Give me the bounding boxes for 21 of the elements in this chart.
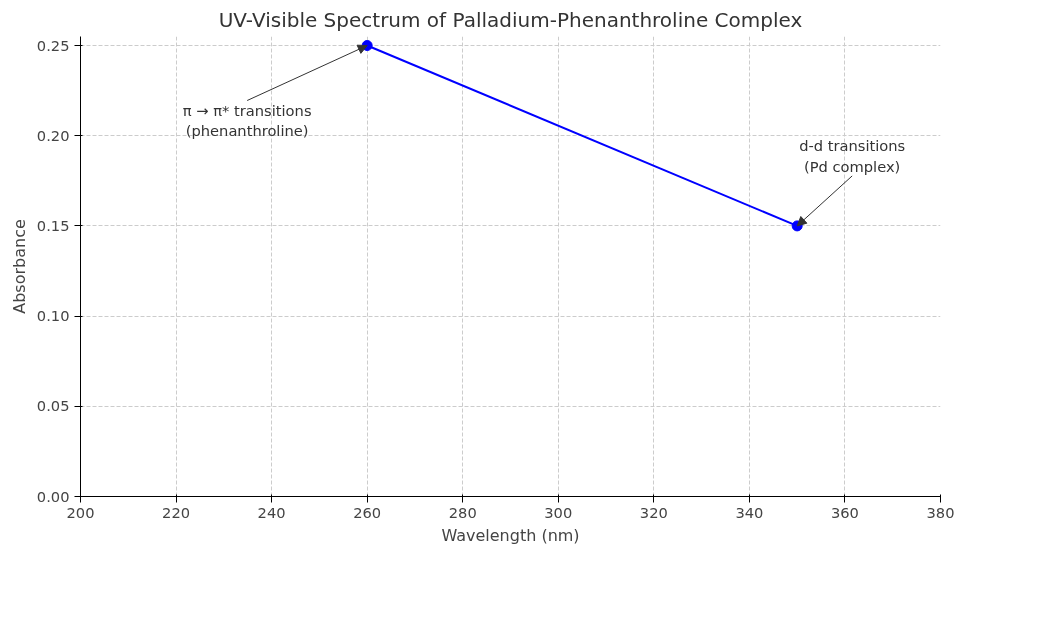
x-tick-label: 200 xyxy=(66,503,95,521)
x-tick-label: 320 xyxy=(639,503,668,521)
annotation: d-d transitions (Pd complex) xyxy=(799,137,906,175)
x-tick-label: 360 xyxy=(830,503,859,521)
x-tick-label: 300 xyxy=(544,503,573,521)
x-axis-title: Wavelength (nm) xyxy=(441,525,580,545)
y-tick-label: 0.20 xyxy=(36,126,70,144)
x-tick-label: 380 xyxy=(926,503,955,521)
x-tick-label: 240 xyxy=(257,503,286,521)
y-tick-label: 0.15 xyxy=(36,216,70,234)
x-tick-label: 280 xyxy=(448,503,477,521)
chart-title: UV-Visible Spectrum of Palladium-Phenanthroline Complex xyxy=(218,7,803,32)
annotation: π → π* transitions (phenanthroline) xyxy=(182,101,312,140)
y-tick-label: 0.10 xyxy=(36,307,70,325)
y-tick-label: 0.25 xyxy=(36,36,70,54)
y-tick-label: 0.05 xyxy=(36,397,70,415)
x-tick-label: 220 xyxy=(162,503,191,521)
y-axis-title: Absorbance xyxy=(9,219,29,314)
y-tick-label: 0.00 xyxy=(36,487,70,505)
x-tick-label: 340 xyxy=(735,503,764,521)
x-tick-label: 260 xyxy=(353,503,382,521)
